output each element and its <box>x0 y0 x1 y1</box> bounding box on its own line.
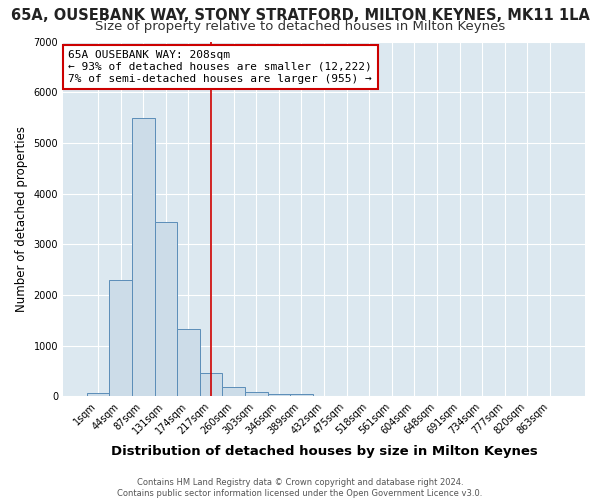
Text: Size of property relative to detached houses in Milton Keynes: Size of property relative to detached ho… <box>95 20 505 33</box>
Text: 65A, OUSEBANK WAY, STONY STRATFORD, MILTON KEYNES, MK11 1LA: 65A, OUSEBANK WAY, STONY STRATFORD, MILT… <box>11 8 589 22</box>
Text: 65A OUSEBANK WAY: 208sqm
← 93% of detached houses are smaller (12,222)
7% of sem: 65A OUSEBANK WAY: 208sqm ← 93% of detach… <box>68 50 372 84</box>
Bar <box>200 373 223 396</box>
Bar <box>177 329 200 396</box>
Bar <box>223 387 245 396</box>
Bar <box>290 394 313 396</box>
X-axis label: Distribution of detached houses by size in Milton Keynes: Distribution of detached houses by size … <box>110 444 538 458</box>
Text: Contains HM Land Registry data © Crown copyright and database right 2024.
Contai: Contains HM Land Registry data © Crown c… <box>118 478 482 498</box>
Bar <box>268 394 290 396</box>
Bar <box>155 222 177 396</box>
Bar <box>109 280 132 396</box>
Bar <box>132 118 155 396</box>
Y-axis label: Number of detached properties: Number of detached properties <box>15 126 28 312</box>
Bar <box>87 392 109 396</box>
Bar <box>245 392 268 396</box>
